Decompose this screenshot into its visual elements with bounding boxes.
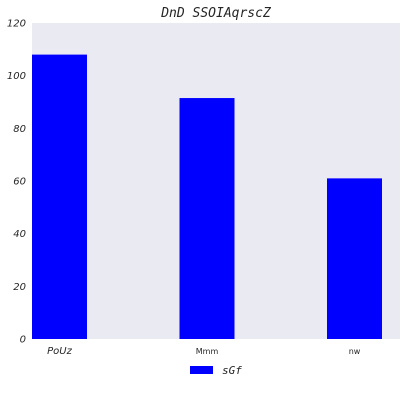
bars-group	[32, 54, 382, 339]
y-axis-ticks: 0 20 40 60 80 100 120	[7, 19, 26, 346]
y-tick-label: 20	[13, 282, 26, 293]
y-tick-label: 120	[7, 19, 26, 30]
bar-nw	[327, 178, 382, 339]
y-tick-label: 100	[7, 71, 26, 82]
y-tick-label: 60	[13, 177, 26, 188]
chart-title: DnD SSOIAqrscZ	[160, 6, 272, 21]
bar-PoUz	[32, 54, 87, 339]
x-tick-label: nw	[349, 347, 361, 356]
x-tick-label: Mmm	[196, 347, 219, 356]
legend: sGf	[190, 364, 242, 377]
y-tick-label: 0	[20, 335, 26, 346]
legend-swatch	[190, 366, 213, 374]
legend-label: sGf	[222, 364, 242, 377]
y-tick-label: 80	[13, 124, 26, 135]
x-tick-label: PoUz	[47, 346, 72, 357]
x-axis-ticks: PoUz Mmm nw	[47, 346, 361, 357]
y-tick-label: 40	[13, 229, 26, 240]
bar-Mmm	[179, 98, 235, 339]
